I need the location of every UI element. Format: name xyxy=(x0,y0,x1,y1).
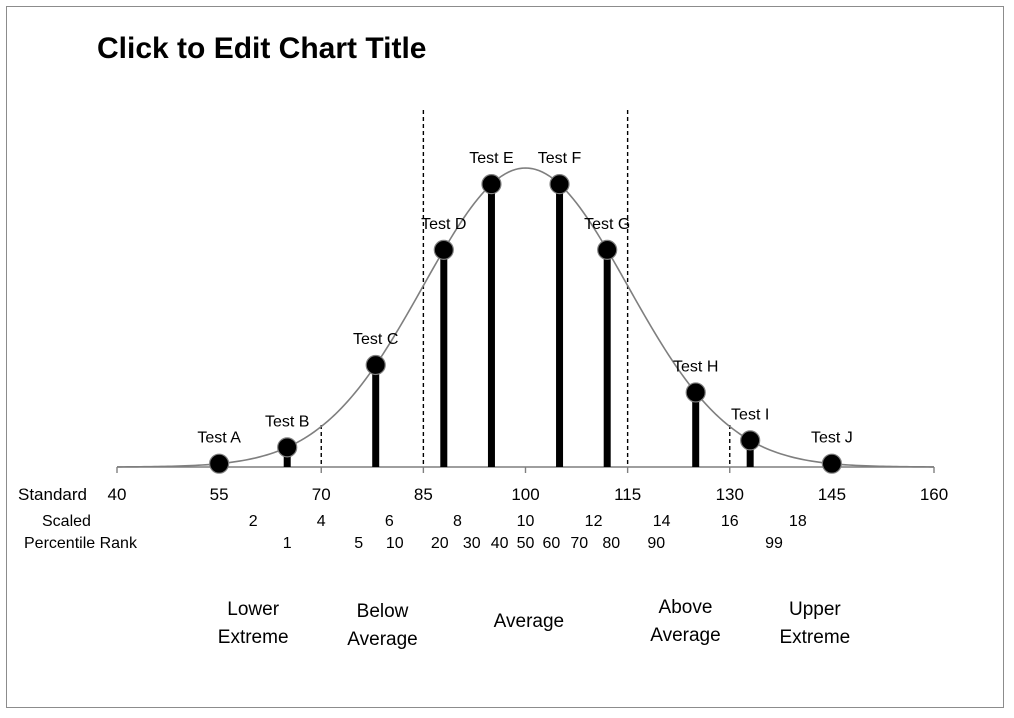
score-labels: Test A Test B Test C Test D Test E Test F Test… xyxy=(197,150,852,447)
x-axis-ticks xyxy=(116,467,935,473)
point-label-test-h: Test H xyxy=(673,358,718,375)
scale-standard-tick-115: 115 xyxy=(614,485,641,504)
category-upper-extreme-line-1: Upper xyxy=(789,599,841,620)
point-test-d[interactable] xyxy=(433,239,454,260)
divider-lines xyxy=(320,110,731,467)
scale-scaled-tick-12: 12 xyxy=(585,513,603,530)
scale-row-label-scaled: Scaled xyxy=(42,513,91,530)
scale-percentile-rank-tick-30: 30 xyxy=(463,535,481,552)
scale-standard-tick-40: 40 xyxy=(108,485,127,504)
scale-standard-tick-130: 130 xyxy=(716,485,744,504)
scale-scaled-tick-8: 8 xyxy=(453,513,462,530)
category-above-average-line-1: Above xyxy=(659,597,713,618)
scale-percentile-rank-tick-10: 10 xyxy=(386,535,404,552)
chart-title[interactable]: Click to Edit Chart Title xyxy=(97,32,427,65)
scale-percentile-rank-tick-1: 1 xyxy=(283,535,292,552)
scale-scaled-tick-14: 14 xyxy=(653,513,671,530)
scale-percentile-rank-tick-70: 70 xyxy=(570,535,588,552)
scale-row-label-standard: Standard xyxy=(18,485,87,504)
scale-percentile-rank-tick-80: 80 xyxy=(602,535,620,552)
point-test-f[interactable] xyxy=(549,174,570,195)
scale-standard-tick-160: 160 xyxy=(920,485,948,504)
point-test-c[interactable] xyxy=(365,354,386,376)
point-test-a[interactable] xyxy=(209,453,230,474)
point-label-test-e: Test E xyxy=(469,150,513,167)
point-test-b[interactable] xyxy=(277,437,298,458)
category-average-line-1: Average xyxy=(494,611,564,632)
scale-percentile-rank-tick-90: 90 xyxy=(647,535,665,552)
bell-curve xyxy=(116,167,935,468)
point-label-test-a: Test A xyxy=(197,430,241,447)
category-upper-extreme-line-2: Extreme xyxy=(779,627,850,648)
category-below-average-line-2: Average xyxy=(347,629,417,650)
scale-percentile-rank-tick-60: 60 xyxy=(542,535,560,552)
category-lower-extreme-line-1: Lower xyxy=(227,599,279,620)
point-label-test-c: Test C xyxy=(353,331,398,348)
category-below-average-line-1: Below xyxy=(357,601,409,622)
scale-scaled-tick-10: 10 xyxy=(517,513,535,530)
scale-standard-tick-100: 100 xyxy=(511,485,539,504)
scale-row-label-percentile-rank: Percentile Rank xyxy=(24,535,138,552)
scale-percentile-rank-tick-20: 20 xyxy=(431,535,449,552)
point-label-test-f: Test F xyxy=(538,150,582,167)
point-label-test-g: Test G xyxy=(584,216,630,233)
scale-percentile-rank-tick-50: 50 xyxy=(517,535,535,552)
scale-scaled-tick-4: 4 xyxy=(317,513,326,530)
scale-standard-tick-145: 145 xyxy=(818,485,846,504)
scale-percentile-rank-tick-40: 40 xyxy=(491,535,509,552)
scale-scaled-tick-18: 18 xyxy=(789,513,807,530)
scale-standard-tick-55: 55 xyxy=(210,485,229,504)
scale-scaled-tick-6: 6 xyxy=(385,513,394,530)
point-label-test-d: Test D xyxy=(421,216,466,233)
point-test-j[interactable] xyxy=(821,453,842,474)
scale-standard-tick-85: 85 xyxy=(414,485,433,504)
classification-labels: Lower Extreme Below Average Average Above Aver… xyxy=(218,597,850,650)
scale-standard-tick-70: 70 xyxy=(312,485,331,504)
point-label-test-b: Test B xyxy=(265,413,309,430)
scale-percentile-rank-tick-5: 5 xyxy=(354,535,363,552)
score-points xyxy=(209,174,842,474)
point-label-test-i: Test I xyxy=(731,406,769,423)
point-test-g[interactable] xyxy=(597,239,618,260)
scale-scaled-tick-2: 2 xyxy=(249,513,258,530)
point-test-e[interactable] xyxy=(481,174,502,195)
point-label-test-j: Test J xyxy=(811,430,853,447)
category-lower-extreme-line-2: Extreme xyxy=(218,627,289,648)
score-stems xyxy=(215,184,836,467)
point-test-h[interactable] xyxy=(685,382,706,403)
scale-percentile-rank-tick-99: 99 xyxy=(765,535,783,552)
category-above-average-line-2: Average xyxy=(650,625,720,646)
scale-scaled-tick-16: 16 xyxy=(721,513,739,530)
point-test-i[interactable] xyxy=(740,430,761,451)
chart-frame xyxy=(6,6,1004,708)
